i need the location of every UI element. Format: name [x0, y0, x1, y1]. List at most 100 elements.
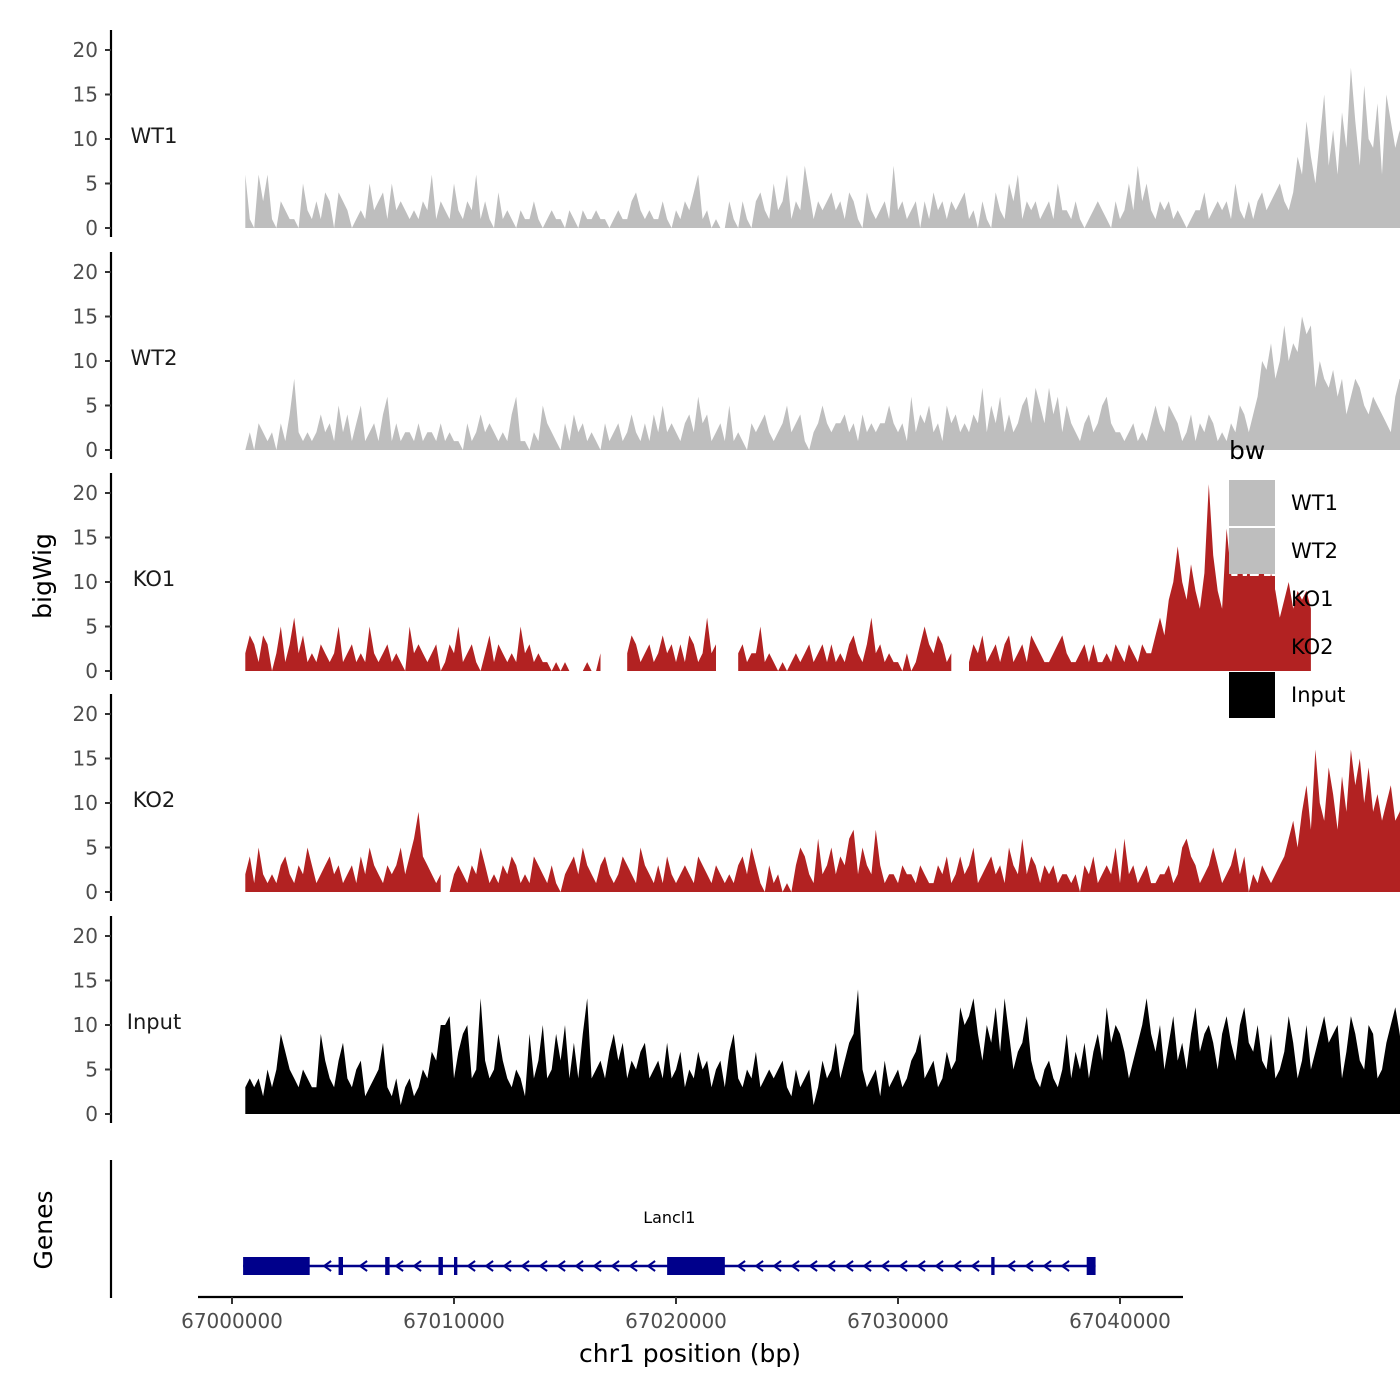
- strand-arrow: [1042, 1260, 1052, 1272]
- legend-title: bw: [1229, 436, 1265, 465]
- legend-label: Input: [1291, 683, 1345, 707]
- y-tick-label: 15: [73, 747, 98, 771]
- area-ko1: [969, 484, 1311, 671]
- track-wt1: 0 5 10 15 20 WT1: [73, 30, 1400, 240]
- genes-panel: Genes Lancl1: [29, 1160, 1096, 1298]
- strand-arrow: [790, 1260, 800, 1272]
- strand-arrow: [520, 1260, 530, 1272]
- legend-swatch-input: [1229, 672, 1275, 718]
- y-tick-label: 15: [73, 83, 98, 107]
- strand-arrow: [322, 1260, 332, 1272]
- strand-arrow: [880, 1260, 890, 1272]
- track-ko1: 0 5 10 15 20 KO1: [73, 473, 1311, 683]
- gene-exon: [991, 1257, 995, 1275]
- strand-arrow: [916, 1260, 926, 1272]
- legend-swatch-ko2: [1229, 624, 1275, 670]
- strand-arrow: [394, 1260, 404, 1272]
- y-tick-label: 10: [73, 570, 98, 594]
- track-panels: 0 5 10 15 20 WT1 0 5 10 15 20 WT2 0 5 10 15 20 KO1 0 5 10 15 2…: [73, 30, 1400, 1126]
- strand-arrow: [556, 1260, 566, 1272]
- legend-swatch-wt2: [1229, 528, 1275, 574]
- gene-exon: [1086, 1257, 1096, 1275]
- y-tick-label: 15: [73, 305, 98, 329]
- strand-arrow: [466, 1260, 476, 1272]
- strand-arrow: [484, 1260, 494, 1272]
- legend-label: KO2: [1291, 635, 1334, 659]
- x-axis-title: chr1 position (bp): [579, 1339, 801, 1368]
- strand-arrow: [610, 1260, 620, 1272]
- y-tick-label: 10: [73, 1013, 98, 1037]
- x-tick-label: 67000000: [181, 1309, 283, 1333]
- strand-arrow: [898, 1260, 908, 1272]
- strand-arrow: [862, 1260, 872, 1272]
- legend-label: KO1: [1291, 587, 1334, 611]
- strand-arrow: [358, 1260, 368, 1272]
- track-label: Input: [127, 1010, 181, 1034]
- track-ko2: 0 5 10 15 20 KO2: [73, 694, 1400, 904]
- y-tick-label: 5: [85, 836, 98, 860]
- x-tick-label: 67040000: [1069, 1309, 1171, 1333]
- gene-exon: [667, 1257, 725, 1275]
- y-tick-label: 5: [85, 394, 98, 418]
- legend-label: WT1: [1291, 491, 1338, 515]
- area-input: [245, 989, 1400, 1114]
- track-wt2: 0 5 10 15 20 WT2: [73, 252, 1400, 462]
- x-ticks: 67000000 67010000 67020000 67030000 67040000: [181, 1297, 1171, 1333]
- gene-name-label: Lancl1: [643, 1208, 695, 1227]
- legend-swatch-ko1: [1229, 576, 1275, 622]
- y-axis-title: bigWig: [28, 533, 57, 619]
- strand-arrow: [754, 1260, 764, 1272]
- legend-swatch-wt1: [1229, 480, 1275, 526]
- track-input: 0 5 10 15 20 Input: [73, 916, 1400, 1126]
- y-tick-label: 0: [85, 659, 98, 683]
- y-tick-label: 0: [85, 216, 98, 240]
- strand-arrow: [502, 1260, 512, 1272]
- y-tick-label: 10: [73, 127, 98, 151]
- strand-arrow: [628, 1260, 638, 1272]
- legend-label: WT2: [1291, 539, 1338, 563]
- track-label: KO2: [133, 788, 176, 812]
- y-tick-label: 20: [73, 38, 98, 62]
- area-ko2: [245, 811, 441, 892]
- legend: bw WT1 WT2 KO1 KO2 Input: [1229, 436, 1345, 718]
- gene-exon: [243, 1257, 310, 1275]
- y-tick-label: 20: [73, 260, 98, 284]
- strand-arrow: [412, 1260, 422, 1272]
- y-tick-label: 15: [73, 526, 98, 550]
- strand-arrow: [1060, 1260, 1070, 1272]
- x-tick-label: 67020000: [625, 1309, 727, 1333]
- y-tick-label: 15: [73, 969, 98, 993]
- strand-arrow: [538, 1260, 548, 1272]
- y-tick-label: 20: [73, 702, 98, 726]
- y-tick-label: 5: [85, 1058, 98, 1082]
- strand-arrow: [772, 1260, 782, 1272]
- strand-arrow: [844, 1260, 854, 1272]
- strand-arrow: [592, 1260, 602, 1272]
- strand-arrow: [808, 1260, 818, 1272]
- x-axis: 67000000 67010000 67020000 67030000 67040000…: [181, 1295, 1183, 1368]
- y-tick-label: 10: [73, 349, 98, 373]
- gene-exon: [338, 1257, 343, 1275]
- gene-track: Lancl1: [243, 1208, 1096, 1275]
- y-tick-label: 0: [85, 438, 98, 462]
- y-tick-label: 5: [85, 615, 98, 639]
- strand-arrow: [574, 1260, 584, 1272]
- track-label: KO1: [133, 567, 176, 591]
- y-tick-label: 20: [73, 481, 98, 505]
- strand-arrow: [970, 1260, 980, 1272]
- y-tick-label: 20: [73, 924, 98, 948]
- y-tick-label: 5: [85, 172, 98, 196]
- track-label: WT2: [131, 346, 178, 370]
- y-tick-label: 0: [85, 1102, 98, 1126]
- area-wt2: [245, 316, 1400, 450]
- gene-exon: [454, 1257, 458, 1275]
- area-ko1: [738, 617, 952, 671]
- area-ko1: [245, 617, 601, 671]
- x-tick-label: 67010000: [403, 1309, 505, 1333]
- gene-exon: [385, 1257, 390, 1275]
- y-tick-label: 10: [73, 791, 98, 815]
- strand-arrow: [934, 1260, 944, 1272]
- area-ko2: [449, 749, 1400, 892]
- area-wt1: [245, 67, 1400, 228]
